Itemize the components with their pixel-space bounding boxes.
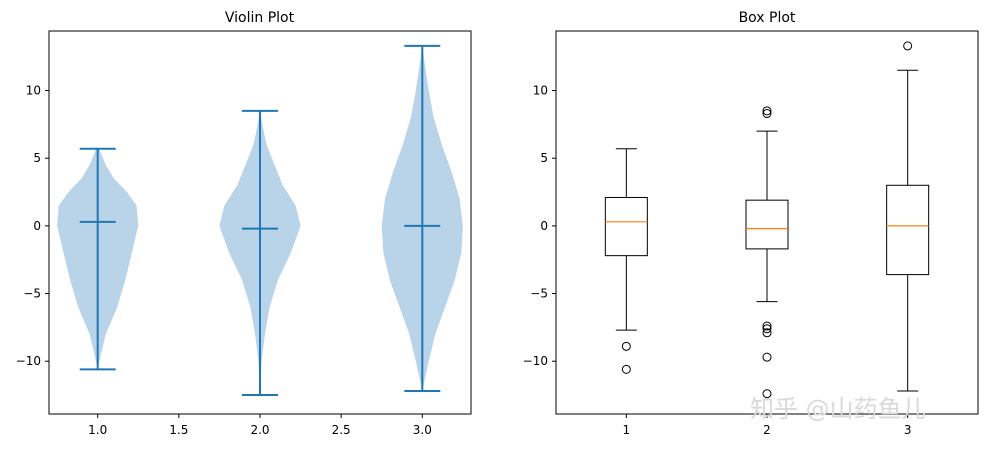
violin-x-tick-label-2: 2.0 (250, 423, 269, 437)
violin-y-tick-label-2: 0 (33, 219, 41, 233)
violin-panel: Violin Plot 1.0 1.5 2.0 2.5 3.0 −10 −5 0 5 10 (16, 10, 472, 437)
box-flier-2-2 (762, 106, 772, 116)
box-x-tick-label-0: 1 (623, 423, 631, 437)
boxplots (604, 41, 930, 399)
box-panel: Box Plot 1 2 3 −10 −5 0 5 10 (523, 10, 979, 437)
box-x-tick-label-2: 3 (904, 423, 912, 437)
box-flier-3-1 (903, 41, 913, 51)
violin-y-tick-label-0: −10 (16, 354, 41, 368)
box-axes-frame (555, 30, 979, 415)
violin-x-tick-label-1: 1.5 (169, 423, 188, 437)
violin-axes-frame (48, 30, 472, 415)
box-title: Box Plot (739, 10, 796, 26)
box-flier-2-4 (762, 324, 772, 334)
violin-title: Violin Plot (225, 10, 295, 26)
box-y-tick-label-2: 0 (540, 219, 548, 233)
violin-x-axis: 1.0 1.5 2.0 2.5 3.0 (88, 414, 432, 437)
box-flier-1-2 (621, 364, 631, 374)
box-y-tick-label-1: −5 (530, 287, 548, 301)
box-x-tick-label-1: 2 (763, 423, 771, 437)
box-y-tick-label-4: 10 (533, 84, 548, 98)
violin-y-tick-label-3: 5 (33, 151, 41, 165)
violin-y-axis: −10 −5 0 5 10 (16, 84, 49, 368)
violin-x-tick-label-0: 1.0 (88, 423, 107, 437)
violin-y-tick-label-4: 10 (26, 84, 41, 98)
box-flier-2-5 (762, 328, 772, 338)
violin-x-tick-label-4: 3.0 (413, 423, 432, 437)
violin-y-tick-label-1: −5 (23, 287, 41, 301)
box-y-tick-label-0: −10 (523, 354, 548, 368)
box-flier-2-6 (762, 352, 772, 362)
watermark: 知乎 @山药鱼儿 (750, 395, 926, 423)
box-y-axis: −10 −5 0 5 10 (523, 84, 556, 368)
box-flier-2-3 (762, 321, 772, 331)
violin-x-tick-label-3: 2.5 (332, 423, 351, 437)
box-flier-2-7 (762, 389, 772, 399)
violin-lines (79, 44, 441, 397)
box-iqr-1 (604, 196, 648, 257)
box-flier-1-1 (621, 341, 631, 351)
box-y-tick-label-3: 5 (540, 151, 548, 165)
box-flier-2-1 (762, 109, 772, 119)
box-x-axis: 1 2 3 (623, 414, 912, 437)
box-iqr-3 (886, 184, 930, 276)
box-iqr-2 (745, 199, 789, 250)
